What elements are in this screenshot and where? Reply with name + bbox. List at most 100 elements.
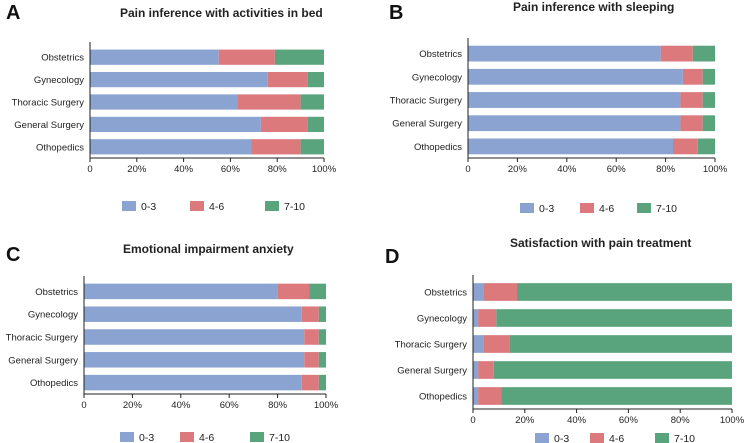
bar-segment-7-10 (702, 68, 715, 85)
bar-segment-7-10 (318, 352, 326, 368)
x-tick-label: 20% (127, 164, 147, 175)
legend-label: 4-6 (599, 203, 614, 215)
x-tick-label: 60% (221, 164, 241, 175)
bar-segment-4-6 (483, 283, 518, 301)
stacked-bar-chart: Obstetrics Gynecology Thoracic Surgery Gene… (12, 42, 337, 213)
x-tick-label: 20% (508, 164, 528, 175)
category-label: General Surgery (392, 119, 462, 130)
x-tick-label: 40% (174, 164, 194, 175)
x-tick-label: 80% (671, 415, 691, 426)
bar-segment-4-6 (237, 94, 301, 110)
category-label: General Surgery (397, 366, 467, 377)
bar-segment-4-6 (682, 68, 703, 85)
bar-segment-0-3 (84, 283, 278, 300)
category-label: Thoracic Surgery (12, 98, 85, 109)
bar-segment-4-6 (260, 116, 308, 133)
bar-segment-7-10 (496, 309, 732, 327)
x-tick-label: 40% (567, 415, 587, 426)
legend-swatch-0-3 (535, 433, 549, 443)
bar-segment-0-3 (90, 71, 268, 88)
panel-label: B (389, 2, 404, 24)
legend-label: 7-10 (656, 203, 677, 215)
chart-panel-b: B Pain inference with sleeping Obstetric… (375, 0, 750, 222)
category-label: Obstetrics (419, 49, 462, 60)
x-tick-label: 80% (268, 400, 288, 411)
bar-segment-7-10 (309, 283, 326, 300)
category-label: Thoracic Surgery (390, 96, 463, 107)
legend-label: 0-3 (139, 432, 154, 443)
bar-segment-4-6 (301, 374, 319, 391)
bar-segment-0-3 (473, 283, 484, 301)
chart-panel-d: D Satisfaction with pain treatment Obste… (375, 222, 750, 443)
x-tick-label: 80% (268, 164, 288, 175)
category-label: Othopedics (30, 378, 78, 389)
legend-label: 4-6 (199, 432, 214, 443)
chart-title: Pain inference with sleeping (513, 0, 675, 14)
category-label: Gynecology (28, 310, 78, 321)
x-tick-label: 80% (656, 164, 676, 175)
category-label: Obstetrics (424, 288, 467, 299)
bar-segment-0-3 (473, 361, 479, 379)
bar-segment-7-10 (692, 45, 715, 62)
chart-panel-a: A Pain inference with activities in bed … (0, 0, 375, 222)
x-tick-label: 40% (557, 164, 577, 175)
bar-segment-0-3 (90, 139, 252, 155)
legend-swatch-0-3 (122, 201, 136, 211)
bar-segment-4-6 (304, 329, 319, 345)
x-tick-label: 100% (312, 164, 337, 175)
category-label: Othopedics (36, 142, 84, 153)
bar-segment-7-10 (509, 335, 732, 353)
bar-segment-4-6 (251, 139, 301, 155)
bar-segment-0-3 (468, 115, 681, 132)
x-tick-label: 40% (171, 400, 191, 411)
category-label: Thoracic Surgery (6, 333, 79, 344)
bar-segment-7-10 (702, 92, 715, 108)
category-label: Gynecology (417, 314, 467, 325)
bar-segment-0-3 (84, 352, 305, 368)
legend-label: 7-10 (674, 433, 695, 443)
legend-swatch-7-10 (265, 201, 279, 211)
x-tick-label: 0 (87, 164, 92, 175)
category-label: General Surgery (14, 120, 84, 131)
bar-segment-7-10 (300, 94, 324, 110)
x-tick-label: 60% (220, 400, 240, 411)
panel-label: A (6, 2, 21, 24)
panel-label: D (385, 246, 400, 268)
bar-segment-0-3 (473, 309, 479, 327)
legend-swatch-0-3 (120, 432, 134, 442)
x-tick-label: 60% (619, 415, 639, 426)
bar-segment-7-10 (318, 374, 326, 391)
legend-label: 7-10 (269, 432, 290, 443)
category-label: Gynecology (412, 72, 462, 83)
bar-segment-7-10 (501, 387, 732, 405)
x-tick-label: 100% (703, 164, 728, 175)
bar-segment-7-10 (318, 306, 326, 322)
x-tick-label: 60% (607, 164, 627, 175)
bar-segment-0-3 (90, 94, 238, 110)
bar-segment-7-10 (318, 329, 326, 345)
x-tick-label: 20% (515, 415, 535, 426)
bar-segment-7-10 (702, 115, 715, 132)
bar-segment-7-10 (307, 71, 324, 88)
x-tick-label: 0 (470, 415, 475, 426)
stacked-bar-chart: Obstetrics Gynecology Thoracic Surgery Gene… (6, 276, 339, 443)
chart-title: Pain inference with activities in bed (120, 6, 323, 20)
category-label: General Surgery (8, 355, 78, 366)
bar-segment-4-6 (218, 49, 275, 65)
legend-swatch-4-6 (580, 203, 594, 213)
bar-segment-4-6 (673, 138, 698, 155)
stacked-bar-chart: Obstetrics Gynecology Thoracic Surgery Gene… (395, 275, 745, 443)
x-tick-label: 0 (465, 164, 470, 175)
legend-swatch-0-3 (520, 203, 534, 213)
legend-label: 0-3 (539, 203, 554, 215)
x-tick-label: 20% (123, 400, 143, 411)
bar-segment-4-6 (304, 352, 319, 368)
bar-segment-0-3 (468, 45, 661, 62)
chart-title: Satisfaction with pain treatment (510, 236, 692, 250)
bar-segment-0-3 (84, 306, 302, 322)
bar-segment-4-6 (660, 45, 693, 62)
bar-segment-4-6 (478, 387, 502, 405)
bar-segment-0-3 (90, 49, 219, 65)
legend-swatch-4-6 (590, 433, 604, 443)
bar-segment-7-10 (493, 361, 732, 379)
